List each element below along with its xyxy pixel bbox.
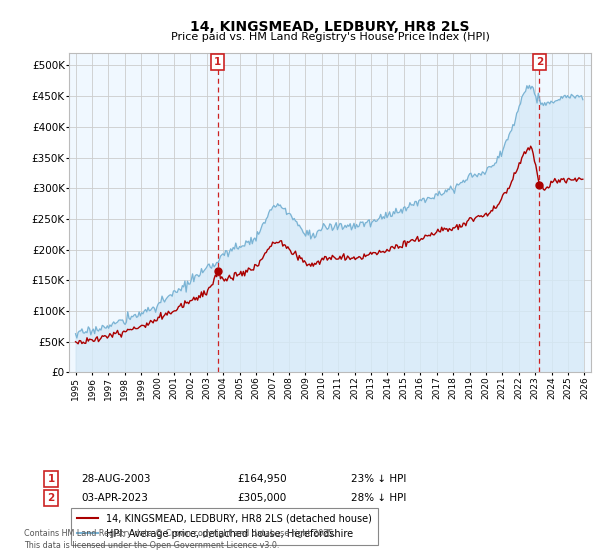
Text: Contains HM Land Registry data © Crown copyright and database right 2025.
This d: Contains HM Land Registry data © Crown c… bbox=[24, 529, 336, 550]
Text: £164,950: £164,950 bbox=[237, 474, 287, 484]
Text: £305,000: £305,000 bbox=[237, 493, 286, 503]
Text: 14, KINGSMEAD, LEDBURY, HR8 2LS: 14, KINGSMEAD, LEDBURY, HR8 2LS bbox=[190, 20, 470, 34]
Text: 1: 1 bbox=[47, 474, 55, 484]
Text: 1: 1 bbox=[214, 57, 221, 67]
Text: 28-AUG-2003: 28-AUG-2003 bbox=[81, 474, 151, 484]
Text: 28% ↓ HPI: 28% ↓ HPI bbox=[351, 493, 406, 503]
Text: Price paid vs. HM Land Registry's House Price Index (HPI): Price paid vs. HM Land Registry's House … bbox=[170, 32, 490, 43]
Text: 2: 2 bbox=[536, 57, 543, 67]
Legend: 14, KINGSMEAD, LEDBURY, HR8 2LS (detached house), HPI: Average price, detached h: 14, KINGSMEAD, LEDBURY, HR8 2LS (detache… bbox=[71, 508, 378, 545]
Text: 03-APR-2023: 03-APR-2023 bbox=[81, 493, 148, 503]
Text: 2: 2 bbox=[47, 493, 55, 503]
Text: 23% ↓ HPI: 23% ↓ HPI bbox=[351, 474, 406, 484]
